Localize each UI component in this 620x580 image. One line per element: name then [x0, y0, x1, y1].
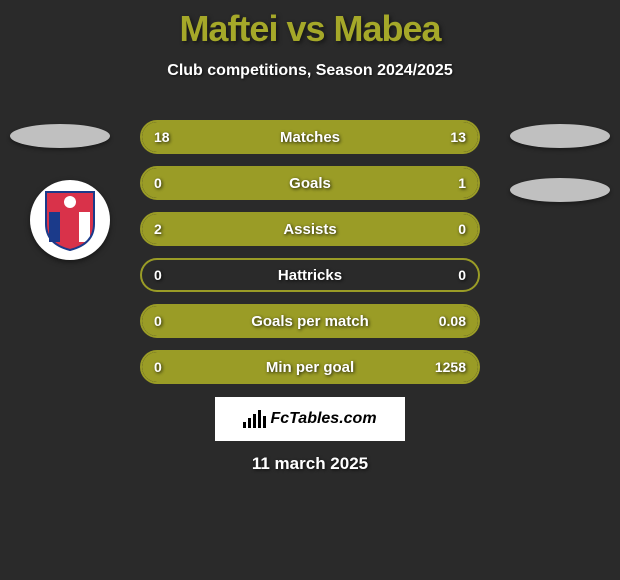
stat-value-left: 0: [154, 175, 162, 191]
credit-text: FcTables.com: [270, 410, 376, 428]
player-right-plate: [510, 124, 610, 148]
player-right-plate-2: [510, 178, 610, 202]
stat-value-right: 1258: [435, 359, 466, 375]
stat-label: Goals per match: [251, 313, 369, 330]
stat-row: 0 Hattricks 0: [140, 258, 480, 292]
club-badge: [30, 180, 110, 260]
stat-value-right: 0: [458, 267, 466, 283]
stat-value-left: 0: [154, 267, 162, 283]
stat-row: 0 Goals 1: [140, 166, 480, 200]
stat-value-right: 1: [458, 175, 466, 191]
stat-label: Goals: [289, 175, 331, 192]
stat-row: 18 Matches 13: [140, 120, 480, 154]
stat-value-left: 2: [154, 221, 162, 237]
stat-value-left: 0: [154, 313, 162, 329]
date-text: 11 march 2025: [252, 454, 368, 474]
page-title: Maftei vs Mabea: [0, 0, 620, 50]
stats-container: 18 Matches 13 0 Goals 1 2 Assists 0 0 Hattricks 0 0 G…: [140, 120, 480, 396]
stat-value-right: 0.08: [439, 313, 466, 329]
stat-label: Matches: [280, 129, 340, 146]
stat-row: 0 Min per goal 1258: [140, 350, 480, 384]
stat-row: 2 Assists 0: [140, 212, 480, 246]
stat-label: Assists: [283, 221, 336, 238]
stat-row: 0 Goals per match 0.08: [140, 304, 480, 338]
club-shield-icon: [42, 188, 98, 252]
stat-value-left: 18: [154, 129, 170, 145]
stat-value-right: 13: [450, 129, 466, 145]
stat-value-left: 0: [154, 359, 162, 375]
subtitle: Club competitions, Season 2024/2025: [0, 62, 620, 80]
credit-bars-icon: [243, 410, 266, 428]
credit-banner: FcTables.com: [215, 397, 405, 441]
player-left-plate: [10, 124, 110, 148]
stat-label: Min per goal: [266, 359, 354, 376]
stat-label: Hattricks: [278, 267, 342, 284]
stat-value-right: 0: [458, 221, 466, 237]
